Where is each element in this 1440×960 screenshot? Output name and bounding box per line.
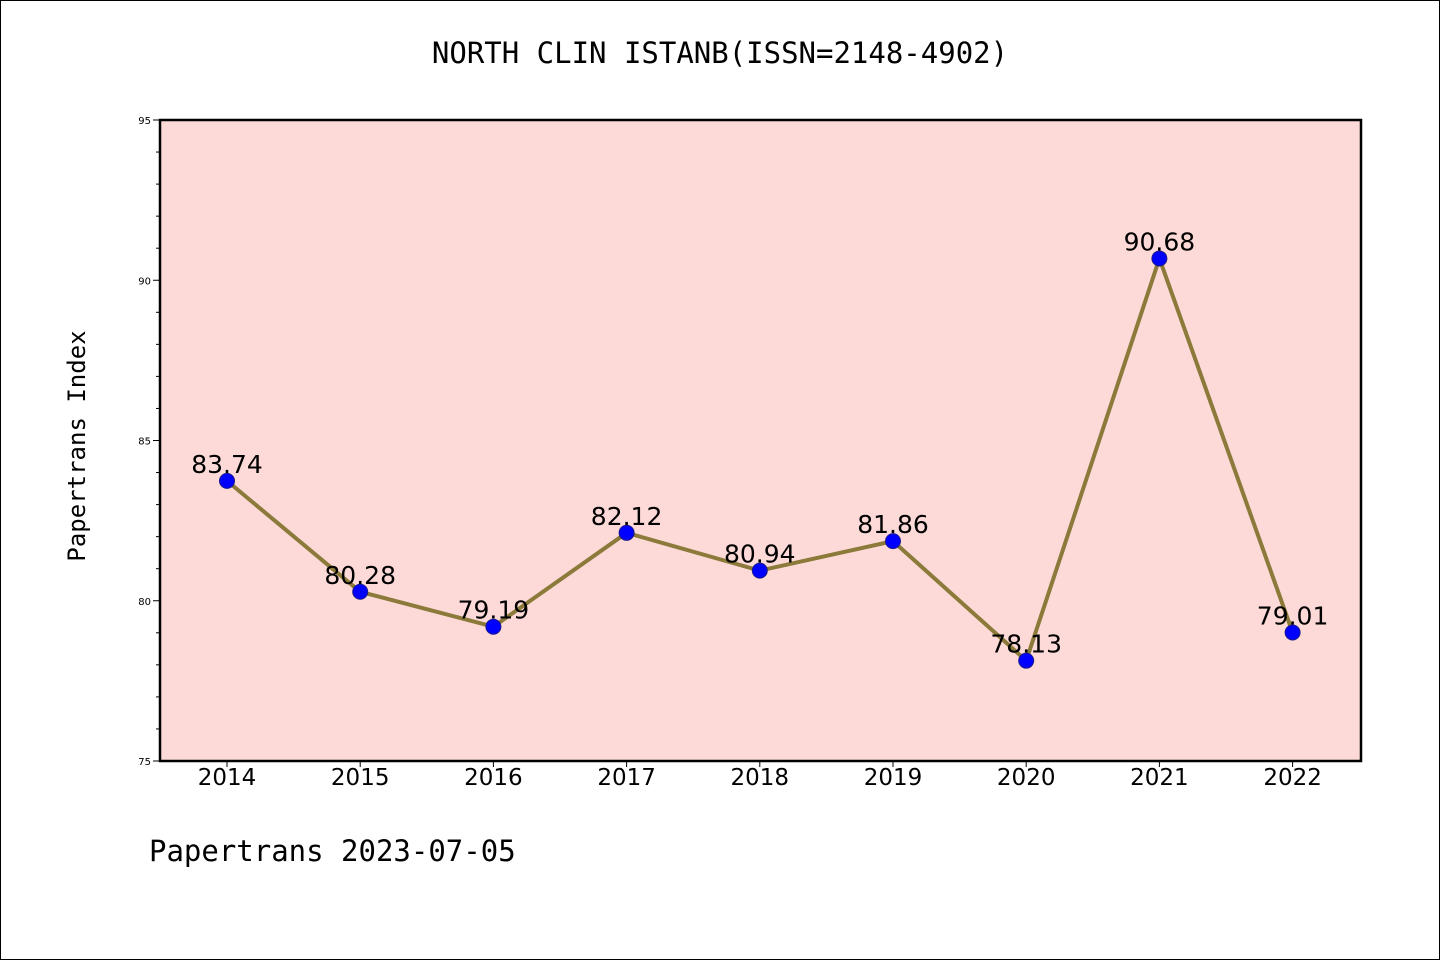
x-tick-label: 2020 — [997, 765, 1056, 791]
data-label: 90.68 — [1124, 227, 1196, 256]
data-point — [751, 562, 768, 579]
x-tick-label: 2019 — [864, 765, 923, 791]
data-point — [885, 533, 901, 550]
data-point — [618, 524, 635, 541]
x-axis-ticks: 2014 2015 2016 2017 2018 2019 2020 2021 2022 — [198, 761, 1322, 791]
x-tick-label: 2017 — [597, 765, 656, 791]
chart-title: NORTH CLIN ISTANB(ISSN=2148-4902) — [431, 36, 1009, 70]
data-label: 82.12 — [591, 502, 663, 531]
x-tick-label: 2018 — [731, 765, 790, 791]
data-label: 80.94 — [724, 540, 796, 569]
x-tick-label: 2016 — [464, 765, 523, 791]
y-tick-label: 95 — [138, 116, 151, 127]
y-axis-ticks: 75 80 85 90 95 — [138, 116, 160, 768]
x-tick-label: 2022 — [1263, 765, 1322, 791]
series-markers — [219, 250, 1301, 669]
data-label: 78.13 — [990, 630, 1062, 659]
data-point — [352, 583, 369, 600]
data-label: 79.19 — [458, 596, 530, 625]
data-label: 81.86 — [857, 510, 929, 539]
data-label: 80.28 — [324, 561, 396, 590]
x-tick-label: 2021 — [1130, 765, 1189, 791]
y-tick-label: 90 — [138, 276, 151, 287]
x-tick-label: 2014 — [198, 765, 257, 791]
data-label: 83.74 — [191, 450, 263, 479]
y-tick-label: 85 — [138, 437, 151, 448]
x-tick-label: 2015 — [331, 765, 390, 791]
footer-text: Papertrans 2023-07-05 — [149, 834, 516, 868]
data-point — [1284, 624, 1301, 641]
plot-area — [158, 118, 1363, 763]
data-labels: 83.74 80.28 79.19 82.12 80.94 81.86 78.13 90.68… — [191, 227, 1328, 658]
y-tick-label: 75 — [138, 757, 151, 768]
data-point — [1018, 652, 1035, 669]
data-point — [1151, 250, 1168, 267]
y-tick-label: 80 — [138, 597, 151, 608]
data-label: 79.01 — [1257, 601, 1329, 630]
data-point — [485, 618, 502, 635]
data-point — [219, 472, 235, 489]
